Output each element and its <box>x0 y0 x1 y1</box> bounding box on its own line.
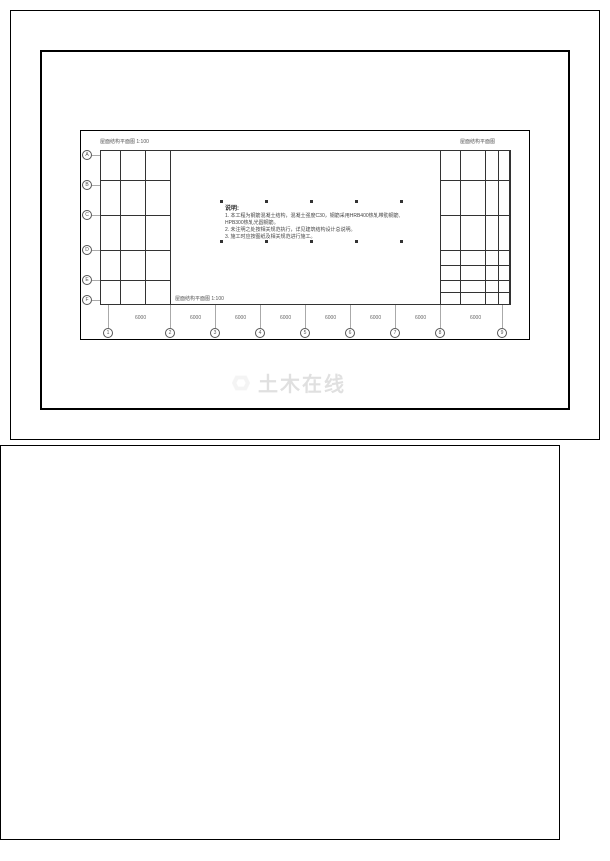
wing-division-v <box>485 150 486 305</box>
grid-bubble-8: 8 <box>435 328 445 338</box>
dimension-value: 6000 <box>135 315 146 321</box>
wing-division-h <box>440 215 510 216</box>
dimension-value: 6000 <box>280 315 291 321</box>
column-marker <box>220 200 223 203</box>
wing-division-v <box>498 150 499 305</box>
wing-division-h <box>100 280 170 281</box>
grid-bubble-5: 5 <box>300 328 310 338</box>
wing-division-h <box>100 250 170 251</box>
column-marker <box>355 200 358 203</box>
label-bottom-center: 屋面结构平面图 1:100 <box>175 295 224 302</box>
grid-bubble-C: C <box>82 210 92 220</box>
grid-bubble-9: 9 <box>497 328 507 338</box>
dimension-value: 6000 <box>415 315 426 321</box>
wing-division-v <box>460 150 461 305</box>
dimension-value: 6000 <box>235 315 246 321</box>
grid-bubble-7: 7 <box>390 328 400 338</box>
watermark-text: 土木在线 <box>258 368 346 397</box>
wing-division-v <box>145 150 146 305</box>
column-marker <box>310 200 313 203</box>
wing-division-h <box>100 215 170 216</box>
grid-bubble-4: 4 <box>255 328 265 338</box>
dimension-value: 6000 <box>190 315 201 321</box>
grid-bubble-2: 2 <box>165 328 175 338</box>
grid-bubble-B: B <box>82 180 92 190</box>
grid-bubble-A: A <box>82 150 92 160</box>
lower-frame <box>0 445 560 840</box>
grid-bubble-6: 6 <box>345 328 355 338</box>
wing-division-v <box>120 150 121 305</box>
column-marker <box>400 200 403 203</box>
note-line: 3. 施工时应按图纸及相关规范进行施工。 <box>225 234 400 241</box>
wing-division-h <box>100 180 170 181</box>
dimension-value: 6000 <box>370 315 381 321</box>
column-marker <box>265 200 268 203</box>
dimension-value: 6000 <box>325 315 336 321</box>
column-marker <box>400 240 403 243</box>
grid-bubble-F: F <box>82 295 92 305</box>
notes-lines: 1. 本工程为钢筋混凝土结构，混凝土强度C30，钢筋采用HRB400热轧带肋钢筋… <box>225 213 400 241</box>
grid-bubble-3: 3 <box>210 328 220 338</box>
column-marker <box>220 240 223 243</box>
notes-block: 说明: 1. 本工程为钢筋混凝土结构，混凝土强度C30，钢筋采用HRB400热轧… <box>225 205 400 241</box>
grid-bubble-E: E <box>82 275 92 285</box>
grid-bubble-D: D <box>82 245 92 255</box>
wing-division-h <box>440 265 510 266</box>
dimension-value: 6000 <box>470 315 481 321</box>
watermark-icon <box>230 372 252 394</box>
wing-division-h <box>440 292 510 293</box>
wing-division-h <box>440 180 510 181</box>
grid-bubble-1: 1 <box>103 328 113 338</box>
watermark: 土木在线 <box>230 368 346 397</box>
label-top-right: 屋面结构平面图 <box>460 138 495 145</box>
wing-division-h <box>440 280 510 281</box>
wing-division-h <box>440 250 510 251</box>
label-top-left: 屋面结构平面图 1:100 <box>100 138 149 145</box>
